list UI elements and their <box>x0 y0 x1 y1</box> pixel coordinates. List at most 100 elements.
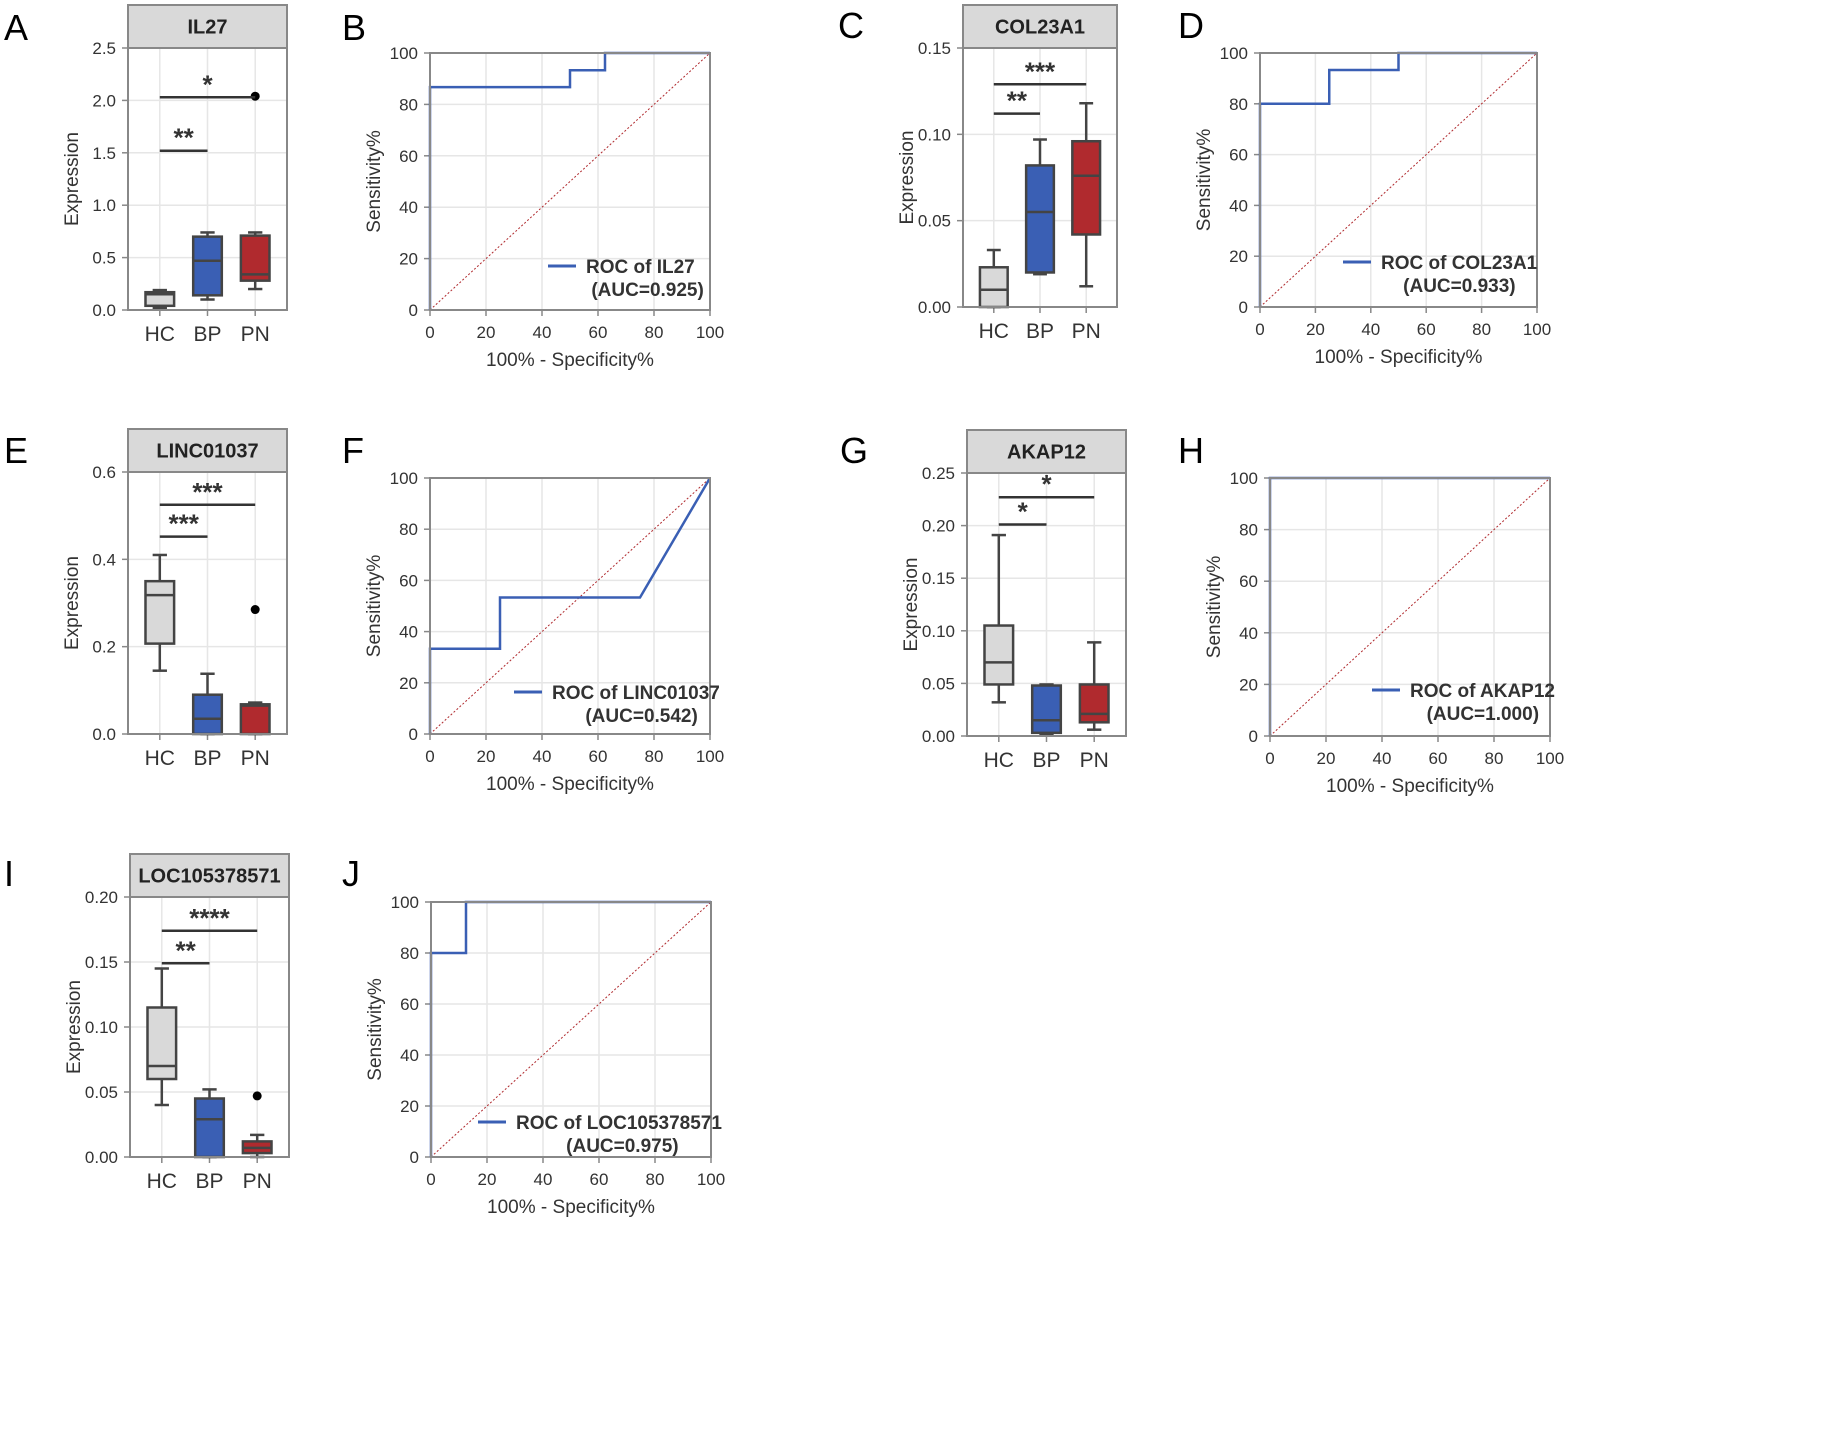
y-tick-label: 0.4 <box>92 550 116 569</box>
x-axis-title: 100% - Specificity% <box>1315 347 1483 368</box>
panel-b: B 00 20 20 40 40 60 60 80 80 100 100 100% - Specific… <box>342 7 724 371</box>
panel-d: D 00 20 20 40 40 60 60 80 80 100 100 100% - Specific… <box>1178 5 1551 368</box>
x-tick-label: PN <box>243 1170 272 1193</box>
y-tick-label: 2.0 <box>92 91 116 110</box>
outlier-point <box>250 605 260 615</box>
y-tick-label: 40 <box>399 623 418 642</box>
facet-title: IL27 <box>187 17 227 39</box>
x-tick-label: 20 <box>478 1170 497 1189</box>
y-tick-label: 0 <box>410 1148 419 1167</box>
y-tick-label: 0.00 <box>918 298 951 317</box>
y-axis-title: Expression <box>897 131 918 225</box>
x-tick-label: 80 <box>645 323 664 342</box>
y-tick-label: 60 <box>1229 146 1248 165</box>
y-axis-title: Expression <box>62 132 83 226</box>
y-tick-label: 40 <box>1239 624 1258 643</box>
legend-label: ROC of IL27 <box>586 257 695 278</box>
facet-strip <box>127 428 288 473</box>
facet-title: COL23A1 <box>995 17 1085 39</box>
legend-auc: (AUC=0.975) <box>566 1136 678 1157</box>
x-tick-label: BP <box>195 1170 223 1193</box>
y-tick-label: 0.5 <box>92 249 116 268</box>
significance-label: ** <box>1007 86 1028 116</box>
y-tick-label: 1.0 <box>92 196 116 215</box>
x-tick-label: 40 <box>1373 749 1392 768</box>
x-tick-label: 100 <box>1536 749 1564 768</box>
y-tick-label: 0.20 <box>922 517 955 536</box>
y-axis-title: Sensitivity% <box>364 130 385 233</box>
y-tick-label: 0.20 <box>85 888 118 907</box>
facet-strip <box>966 429 1127 474</box>
x-tick-label: 0 <box>1265 749 1274 768</box>
y-tick-label: 0.15 <box>922 569 955 588</box>
y-tick-label: 0 <box>1249 727 1258 746</box>
significance-label: *** <box>192 477 223 507</box>
x-tick-label: 40 <box>533 323 552 342</box>
y-tick-label: 1.5 <box>92 144 116 163</box>
outlier-point <box>252 1091 262 1101</box>
y-tick-label: 20 <box>399 674 418 693</box>
box-hc <box>983 624 1015 686</box>
y-axis-title: Expression <box>62 556 83 650</box>
box-bp <box>191 693 224 736</box>
y-tick-label: 80 <box>400 944 419 963</box>
y-tick-label: 0 <box>409 301 418 320</box>
x-tick-label: 0 <box>426 1170 435 1189</box>
x-tick-label: 20 <box>477 747 496 766</box>
x-tick-label: 60 <box>1417 320 1436 339</box>
significance-label: * <box>1018 497 1029 527</box>
y-tick-label: 0.0 <box>92 301 116 320</box>
x-tick-label: HC <box>984 749 1014 772</box>
x-tick-label: HC <box>979 320 1009 343</box>
plot-frame <box>129 896 290 1158</box>
box-pn <box>239 703 271 736</box>
y-tick-label: 0.05 <box>918 212 951 231</box>
y-tick-label: 60 <box>1239 572 1258 591</box>
reference-diagonal <box>429 52 711 311</box>
x-tick-label: 40 <box>1361 320 1380 339</box>
panel-a: A IL27 0.0 0.5 1.0 1.5 2.0 2.5 HC BP PN *** Expressi… <box>4 4 288 346</box>
x-tick-label: 100 <box>696 323 724 342</box>
panel-letter: G <box>840 430 868 471</box>
box-pn <box>1071 139 1102 236</box>
x-tick-label: BP <box>193 323 221 346</box>
y-axis-title: Sensitivity% <box>364 555 385 658</box>
significance-label: * <box>1041 469 1052 499</box>
panel-letter: I <box>4 853 14 894</box>
y-tick-label: 20 <box>400 1097 419 1116</box>
significance-label: *** <box>1025 56 1056 86</box>
x-tick-label: BP <box>1026 320 1054 343</box>
plot-frame <box>127 47 288 311</box>
x-tick-label: 20 <box>1317 749 1336 768</box>
legend-auc: (AUC=0.925) <box>591 280 703 301</box>
x-tick-label: 60 <box>1429 749 1448 768</box>
y-tick-label: 60 <box>399 147 418 166</box>
plot-frame <box>1269 477 1551 737</box>
panel-letter: A <box>4 7 28 48</box>
panel-e: E LINC01037 0.0 0.2 0.4 0.6 HC BP PN ****** Expres… <box>4 428 288 770</box>
reference-diagonal <box>1269 477 1551 737</box>
box-pn <box>1078 683 1110 724</box>
y-tick-label: 0 <box>409 725 418 744</box>
y-axis-title: Expression <box>901 558 922 652</box>
reference-diagonal <box>1259 52 1538 308</box>
y-tick-label: 100 <box>390 469 418 488</box>
legend-label: ROC of AKAP12 <box>1410 681 1555 702</box>
y-tick-label: 0.0 <box>92 725 116 744</box>
y-tick-label: 20 <box>1229 247 1248 266</box>
y-tick-label: 0 <box>1239 298 1248 317</box>
facet-strip <box>127 4 288 49</box>
x-tick-label: 20 <box>1306 320 1325 339</box>
plot-frame <box>127 471 288 735</box>
x-tick-label: HC <box>145 747 175 770</box>
plot-frame <box>430 901 712 1158</box>
x-tick-label: 0 <box>1255 320 1264 339</box>
y-tick-label: 80 <box>399 95 418 114</box>
x-tick-label: 80 <box>646 1170 665 1189</box>
x-tick-label: 80 <box>645 747 664 766</box>
legend-auc: (AUC=0.542) <box>585 706 697 727</box>
panel-f: F 00 20 20 40 40 60 60 80 80 100 100 100% - Specific… <box>342 430 724 795</box>
x-tick-label: BP <box>1032 749 1060 772</box>
significance-label: ** <box>174 123 195 153</box>
